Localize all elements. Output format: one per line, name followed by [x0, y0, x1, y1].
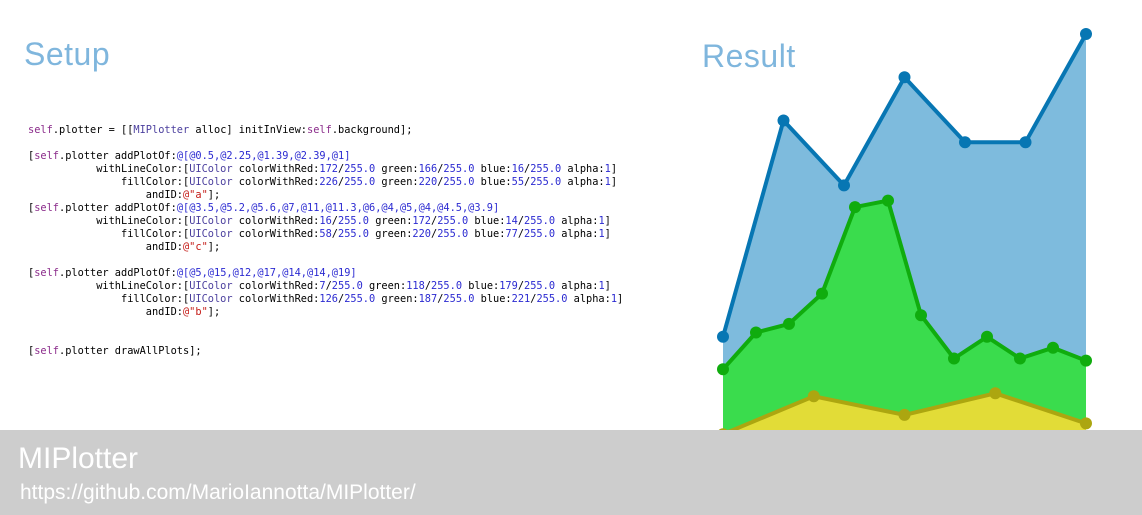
- series-1-point-1: [750, 326, 762, 339]
- series-0-point-2: [838, 179, 850, 192]
- series-0-point-3: [898, 71, 911, 84]
- series-1-point-10: [1047, 341, 1059, 354]
- code-line: fillColor:[UIColor colorWithRed:226/255.…: [28, 176, 618, 188]
- code-line: andID:@"c"];: [28, 241, 221, 253]
- series-1-point-3: [816, 287, 828, 300]
- footer-bar: [0, 430, 1142, 515]
- series-1-point-2: [783, 317, 795, 330]
- series-2-point-4: [1080, 417, 1092, 430]
- series-1-point-7: [948, 352, 960, 365]
- code-line: withLineColor:[UIColor colorWithRed:16/2…: [28, 215, 611, 227]
- series-1-point-0: [717, 363, 729, 376]
- series-0-point-4: [959, 136, 971, 149]
- result-heading: Result: [702, 38, 796, 74]
- code-line: fillColor:[UIColor colorWithRed:126/255.…: [28, 293, 624, 305]
- code-line: self.plotter = [[MIPlotter alloc] initIn…: [28, 124, 413, 136]
- code-line: [self.plotter addPlotOf:@[@0.5,@2.25,@1.…: [28, 150, 351, 162]
- code-line: andID:@"a"];: [28, 189, 221, 201]
- series-2-point-3: [989, 387, 1002, 400]
- code-line: fillColor:[UIColor colorWithRed:58/255.0…: [28, 228, 611, 240]
- series-1-point-11: [1080, 354, 1092, 367]
- series-1-area: [723, 200, 1086, 445]
- series-1-point-5: [882, 194, 894, 207]
- series-0-point-0: [717, 330, 729, 343]
- series-2-point-1: [807, 390, 820, 403]
- series-1-point-6: [915, 309, 927, 322]
- series-0-point-1: [777, 114, 790, 127]
- series-0-point-6: [1080, 28, 1092, 40]
- code-line: [self.plotter addPlotOf:@[@5,@15,@12,@17…: [28, 267, 357, 279]
- code-line: withLineColor:[UIColor colorWithRed:172/…: [28, 163, 618, 175]
- series-2-point-2: [898, 408, 911, 421]
- footer-title: MIPlotter: [18, 442, 139, 475]
- footer-url[interactable]: https://github.com/MarioIannotta/MIPlott…: [20, 481, 416, 504]
- code-line: [self.plotter drawAllPlots];: [28, 345, 202, 357]
- series-1-point-4: [849, 201, 861, 214]
- code-block: self.plotter = [[MIPlotter alloc] initIn…: [28, 124, 623, 358]
- series-1-point-8: [981, 330, 993, 343]
- series-0-point-5: [1019, 136, 1032, 149]
- series-1-point-9: [1014, 352, 1026, 365]
- setup-heading: Setup: [24, 36, 111, 72]
- code-line: withLineColor:[UIColor colorWithRed:7/25…: [28, 280, 611, 292]
- code-line: [self.plotter addPlotOf:@[@3.5,@5.2,@5.6…: [28, 202, 500, 214]
- code-line: andID:@"b"];: [28, 306, 221, 318]
